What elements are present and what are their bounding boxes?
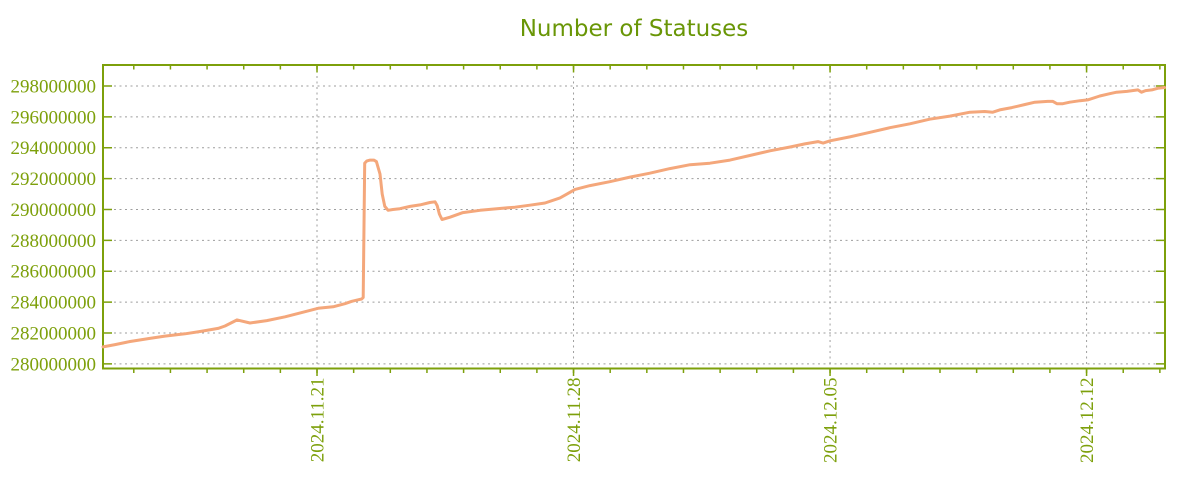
- x-tick-label: 2024.11.28: [564, 378, 585, 463]
- y-tick-label: 282000000: [11, 323, 97, 344]
- y-tick-label: 286000000: [11, 262, 97, 283]
- data-series-line: [101, 86, 1167, 349]
- y-tick-label: 290000000: [11, 200, 97, 221]
- x-tick-label: 2024.12.12: [1077, 378, 1098, 464]
- plot-border: [102, 64, 1166, 370]
- y-tick-label: 292000000: [11, 169, 97, 190]
- x-tick-label: 2024.12.05: [821, 378, 842, 464]
- y-tick-label: 298000000: [11, 76, 97, 97]
- chart-title: Number of Statuses: [519, 16, 749, 42]
- y-tick-label: 294000000: [11, 138, 97, 159]
- y-tick-label: 288000000: [11, 231, 97, 252]
- y-tick-label: 280000000: [11, 354, 97, 375]
- x-tick-label: 2024.11.21: [308, 378, 329, 463]
- y-tick-label: 284000000: [11, 293, 97, 314]
- y-tick-label: 296000000: [11, 107, 97, 128]
